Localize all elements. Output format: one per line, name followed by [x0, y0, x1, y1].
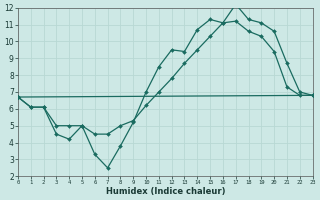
X-axis label: Humidex (Indice chaleur): Humidex (Indice chaleur) — [106, 187, 225, 196]
